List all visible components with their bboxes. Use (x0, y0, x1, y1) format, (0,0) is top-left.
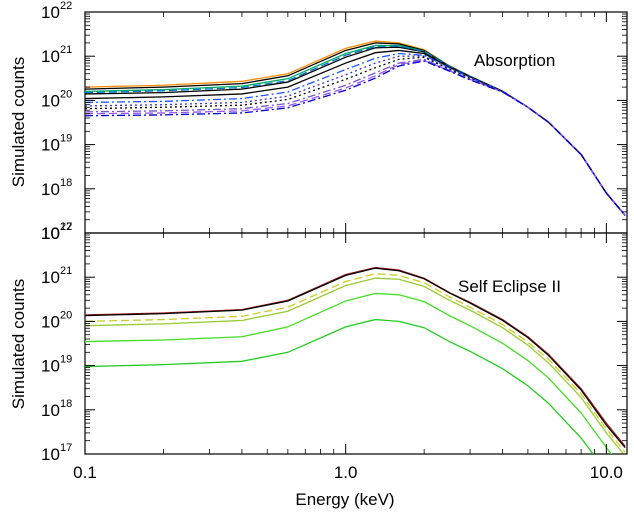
y-tick-exponent: 22 (60, 0, 72, 12)
y-axis-title: Simulated counts (9, 57, 28, 187)
y-tick-base: 10 (41, 180, 60, 199)
y-tick-exponent: 20 (60, 88, 72, 100)
y-tick-label: 10 19 (41, 133, 72, 155)
y-tick-label: 10 17 (41, 221, 72, 243)
y-tick-base: 10 (41, 47, 60, 66)
series-line-6 (85, 49, 626, 216)
y-tick-exponent: 19 (60, 133, 72, 145)
series-line-7 (85, 52, 626, 216)
series-line-8 (85, 55, 626, 216)
y-tick-label: 10 20 (41, 309, 72, 331)
y-axis-title: Simulated counts (9, 279, 28, 409)
y-tick-label: 10 18 (41, 398, 72, 420)
y-tick-base: 10 (41, 312, 60, 331)
x-axis-title: Energy (keV) (295, 490, 394, 509)
series-line-11 (85, 59, 626, 216)
y-tick-exponent: 20 (60, 309, 72, 321)
series-line-10 (85, 58, 626, 216)
y-tick-label: 10 17 (41, 442, 72, 464)
x-tick-label: 1.0 (334, 463, 358, 482)
series-line-4 (85, 46, 626, 216)
y-tick-base: 10 (41, 224, 60, 243)
x-tick-label: 10.0 (590, 463, 623, 482)
y-tick-exponent: 17 (60, 442, 72, 454)
x-tick-label: 0.1 (73, 463, 97, 482)
y-tick-exponent: 22 (60, 221, 72, 233)
series-line-4 (85, 277, 625, 454)
y-tick-label: 10 18 (41, 177, 72, 199)
panel-annotation: Absorption (474, 51, 555, 70)
x-tick-labels: 0.1 1.0 10.0 (73, 463, 623, 482)
y-tick-base: 10 (41, 136, 60, 155)
series-line-3 (85, 273, 626, 453)
y-tick-label: 10 22 (41, 0, 72, 22)
y-tick-label: 10 21 (41, 44, 72, 66)
y-tick-exponent: 21 (60, 265, 72, 277)
plot-frame (84, 11, 628, 234)
series-line-12 (85, 60, 626, 216)
panel-annotation: Self Eclipse II (458, 277, 561, 296)
series-line-6 (85, 318, 594, 454)
y-tick-base: 10 (41, 3, 60, 22)
y-tick-label: 10 22 (41, 221, 72, 243)
y-tick-label: 10 19 (41, 354, 72, 376)
y-tick-base: 10 (41, 224, 60, 243)
series-line-2 (85, 267, 626, 448)
series-group (85, 266, 626, 454)
y-tick-label: 10 20 (41, 88, 72, 110)
series-group (85, 40, 626, 216)
series-line-5 (85, 45, 626, 216)
y-tick-exponent: 17 (60, 221, 72, 233)
series-line-5 (85, 292, 613, 454)
y-tick-exponent: 21 (60, 44, 72, 56)
y-tick-base: 10 (41, 401, 60, 420)
tick-group (84, 232, 627, 455)
plot-frame (84, 232, 628, 455)
y-tick-base: 10 (41, 357, 60, 376)
y-tick-exponent: 19 (60, 354, 72, 366)
y-tick-base: 10 (41, 445, 60, 464)
y-tick-label: 10 21 (41, 265, 72, 287)
tick-group (84, 11, 627, 234)
y-tick-base: 10 (41, 268, 60, 287)
y-tick-exponent: 18 (60, 177, 72, 189)
y-tick-exponent: 18 (60, 398, 72, 410)
y-tick-base: 10 (41, 91, 60, 110)
